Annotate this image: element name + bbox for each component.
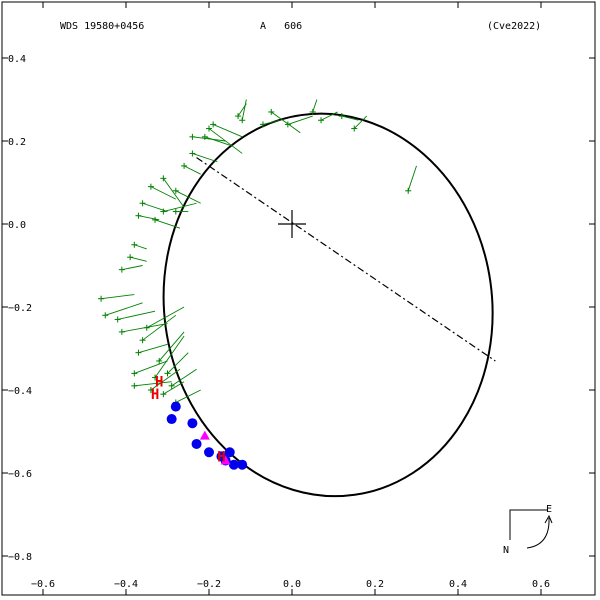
hipparcos-point: H (155, 375, 163, 391)
micrometer-residual (175, 389, 201, 403)
micrometer-residual (212, 123, 243, 138)
speckle-point (228, 459, 239, 470)
micrometer-residual (167, 352, 189, 374)
micrometer-residual (204, 136, 230, 146)
micrometer-residual (183, 165, 201, 175)
x-tick-label: −0.6 (31, 579, 55, 590)
micrometer-residual (320, 111, 338, 121)
orbit-ellipse (162, 112, 494, 498)
micrometer-residual (146, 306, 185, 329)
y-tick-label: −0.8 (8, 552, 32, 563)
x-tick-label: −0.2 (197, 579, 221, 590)
micrometer-residual (192, 153, 218, 163)
micrometer-residual (138, 215, 160, 221)
x-tick-label: −0.4 (114, 579, 138, 590)
x-tick-label: 0.4 (449, 579, 467, 590)
x-tick-label: 0.6 (532, 579, 550, 590)
x-tick-label: 0.2 (366, 579, 384, 590)
axis-ticks: −0.6 −0.4 −0.2 0.0 0.2 0.4 0.6 0.4 0.2 0.0 −0.2 −0.… (2, 2, 595, 595)
line-of-nodes (196, 157, 496, 362)
micrometer-residual (117, 310, 156, 320)
micrometer-residual (312, 99, 318, 113)
micrometer-residual (154, 335, 185, 378)
speckle-point (166, 414, 177, 425)
micrometer-residual (138, 343, 168, 354)
y-tick-label: 0.2 (8, 137, 26, 148)
other-point (199, 430, 210, 440)
compass-arrowhead (544, 514, 553, 524)
discoverer-code: A 606 (260, 21, 302, 32)
micrometer-residual (121, 265, 143, 271)
compass-rose: E N (503, 504, 553, 556)
speckle-point (237, 459, 248, 470)
micrometer-residual (163, 381, 185, 395)
y-tick-label: 0.0 (8, 220, 26, 231)
micrometer-residual (150, 186, 177, 200)
compass-north-label: N (503, 545, 509, 556)
micrometer-residual (262, 119, 280, 125)
speckle-point (170, 401, 181, 412)
micrometer-residual (341, 115, 359, 121)
speckle-point (204, 447, 214, 458)
micrometer-residual (134, 360, 168, 374)
micrometer-residual (175, 190, 201, 204)
micrometer-residual (241, 99, 247, 121)
micrometer-residual (353, 115, 368, 129)
y-tick-label: −0.2 (8, 303, 32, 314)
micrometer-residual (162, 178, 185, 208)
micrometer-residual (154, 219, 181, 229)
micrometer-residual (105, 302, 143, 316)
micrometer-residual (208, 128, 243, 154)
y-tick-label: 0.4 (8, 54, 26, 65)
micrometer-residual (270, 111, 301, 134)
micrometer-residual (101, 294, 135, 300)
micrometer-residual (171, 368, 197, 387)
x-tick-label: 0.0 (283, 579, 301, 590)
hipparcos-point: H (151, 387, 159, 403)
system-id: WDS 19580+0456 (60, 21, 144, 32)
y-tick-label: −0.6 (8, 469, 32, 480)
data-layer: HHH (98, 99, 496, 498)
micrometer-residual (407, 165, 417, 191)
speckle-point (191, 438, 202, 449)
micrometer-residual (158, 331, 185, 362)
micrometer-residual (134, 381, 172, 387)
orbit-reference: (Cve2022) (487, 21, 541, 32)
micrometer-residual (142, 314, 177, 341)
micrometer-residual (287, 115, 313, 125)
hipparcos-point: H (217, 449, 225, 465)
micrometer-residual (163, 202, 197, 212)
y-tick-label: −0.4 (8, 386, 32, 397)
micrometer-residual (134, 244, 147, 250)
compass-east-label: E (546, 504, 552, 515)
speckle-point (224, 447, 235, 458)
micrometer-residual (192, 136, 226, 142)
micrometer-residual (150, 368, 181, 391)
other-point (220, 455, 231, 465)
speckle-point (187, 418, 198, 429)
compass-axes (509, 509, 548, 540)
micrometer-residual (130, 256, 147, 262)
compass-arrow (526, 517, 550, 549)
